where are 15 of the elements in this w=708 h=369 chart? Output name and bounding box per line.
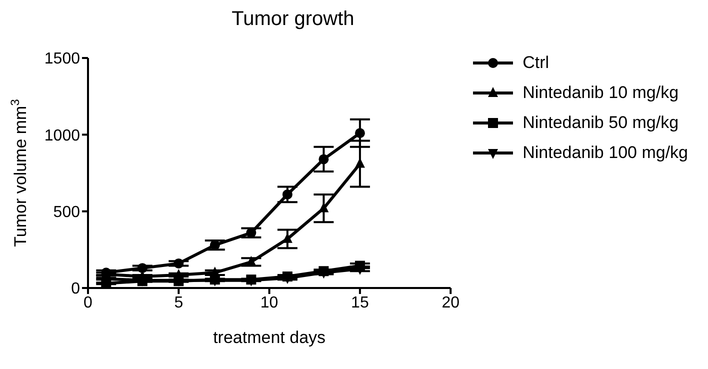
legend-label: Nintedanib 10 mg/kg [522,83,679,103]
x-tick-label: 20 [442,294,460,312]
y-tick-label: 1000 [44,127,80,144]
chart-title: Tumor growth [230,8,356,31]
y-tick-label: 0 [71,280,80,298]
x-tick-label: 15 [351,294,369,312]
legend-label: Ctrl [522,53,550,73]
y-tick-label: 500 [53,204,80,222]
x-tick-label: 10 [260,294,278,312]
x-tick-label: 5 [174,294,184,312]
y-tick-label: 1500 [44,50,80,68]
legend-label: Nintedanib 100 mg/kg [522,143,688,163]
x-tick-label: 0 [84,294,93,312]
legend-label: Nintedanib 50 mg/kg [522,113,679,133]
x-axis-title: treatment days [213,328,326,347]
